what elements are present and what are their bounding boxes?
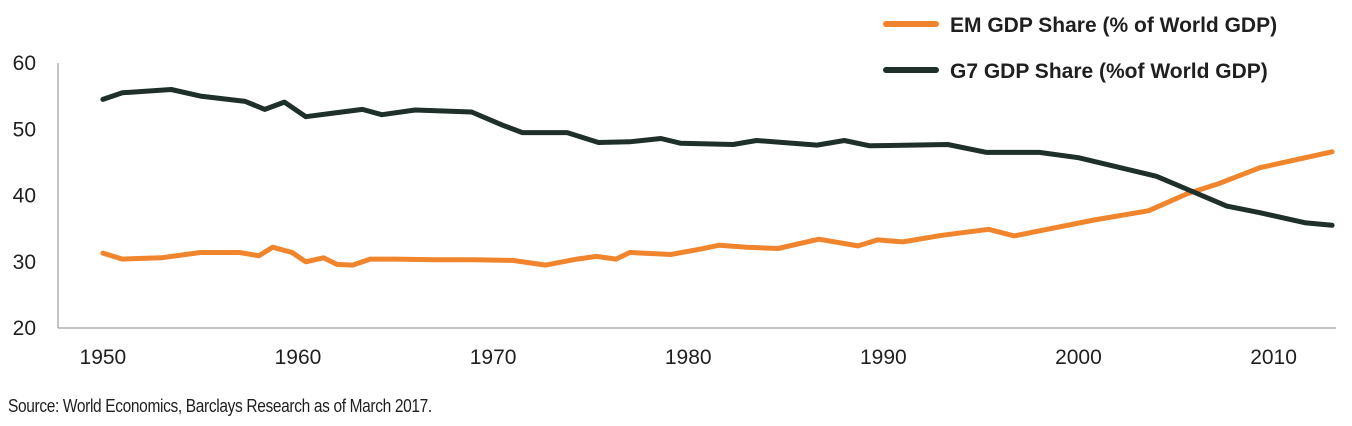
y-axis-tick-labels: 20 30 40 50 60 xyxy=(13,52,36,340)
legend: EM GDP Share (% of World GDP) G7 GDP Shar… xyxy=(883,14,1277,83)
x-tick-label: 1960 xyxy=(275,346,322,369)
x-tick-label: 1990 xyxy=(860,346,907,369)
x-tick-label: 1970 xyxy=(470,346,517,369)
series-lines xyxy=(100,87,1335,268)
series-line xyxy=(100,87,1335,228)
legend-label: EM GDP Share (% of World GDP) xyxy=(950,14,1277,37)
x-tick-label: 1980 xyxy=(665,346,712,369)
x-tick-label: 1950 xyxy=(80,346,127,369)
y-tick-label: 60 xyxy=(13,52,36,75)
x-tick-label: 2010 xyxy=(1250,346,1297,369)
axes xyxy=(57,63,1336,329)
y-tick-label: 30 xyxy=(13,251,36,274)
y-tick-label: 20 xyxy=(13,317,36,340)
source-note: Source: World Economics, Barclays Resear… xyxy=(8,396,432,416)
x-tick-label: 2000 xyxy=(1055,346,1102,369)
y-tick-label: 50 xyxy=(13,118,36,141)
y-tick-label: 40 xyxy=(13,185,36,208)
legend-label: G7 GDP Share (%of World GDP) xyxy=(950,60,1268,83)
x-axis-tick-labels: 1950 1960 1970 1980 1990 2000 2010 xyxy=(80,346,1297,369)
series-line xyxy=(100,149,1335,268)
